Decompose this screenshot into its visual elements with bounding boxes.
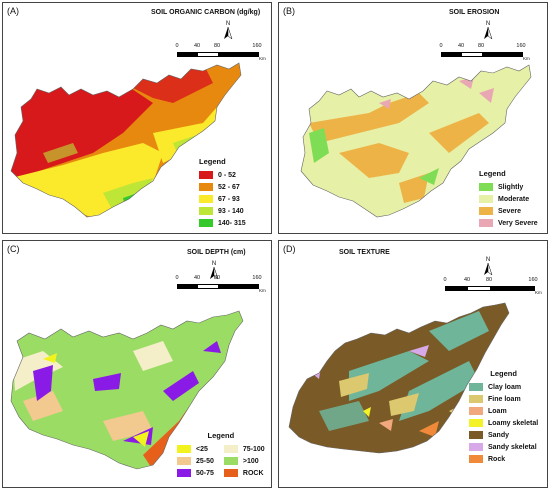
panel-label: (B): [283, 6, 295, 16]
scale-bar: 0 40 80 160 Km: [443, 277, 542, 295]
legend-item: >100: [223, 455, 265, 467]
panel-title: SOIL ORGANIC CARBON (dg/kg): [151, 9, 261, 16]
panel-title: SOIL TEXTURE: [339, 249, 390, 256]
legend-item: 25-50: [177, 455, 214, 467]
legend: Legend Clay loam Fine loam Loam Loamy sk…: [469, 369, 538, 465]
map-soil-texture: [288, 302, 510, 454]
north-arrow-icon: N: [207, 261, 221, 279]
scale-bar: 0 40 80 160 Km: [175, 275, 266, 293]
panel-soil-depth: (C) SOIL DEPTH (cm) N 0 40 80 160 Km Leg…: [2, 240, 272, 488]
legend: Legend <25 75-100 25-50 >100 50-75 ROCK: [177, 431, 265, 479]
north-arrow-icon: N: [481, 257, 495, 275]
legend-item: Loam: [469, 405, 538, 417]
legend-item: Fine loam: [469, 393, 538, 405]
map-soil-depth: [10, 310, 244, 470]
legend-title: Legend: [199, 157, 226, 166]
scale-bar: 0 40 80 160 Km: [175, 43, 266, 61]
panel-soil-erosion: (B) SOIL EROSION N 0 40 80 160 Km Legend…: [278, 2, 548, 234]
panel-soil-texture: (D) SOIL TEXTURE N 0 40 80 160 Km Legend…: [278, 240, 548, 488]
legend-item: Sandy: [469, 429, 538, 441]
scale-bar: 0 40 80 160 Km: [439, 43, 530, 61]
legend-item: 75-100: [223, 443, 265, 455]
legend-title: Legend: [490, 369, 517, 378]
map-soil-organic-carbon: [10, 62, 242, 218]
legend-item: Severe: [479, 205, 538, 217]
legend-item: 67 - 93: [199, 193, 246, 205]
legend-item: Sandy skeletal: [469, 441, 538, 453]
legend-item: Moderate: [479, 193, 538, 205]
legend-item: Rock: [469, 453, 538, 465]
legend-item: Clay loam: [469, 381, 538, 393]
legend-item: 52 - 67: [199, 181, 246, 193]
legend-item: Very Severe: [479, 217, 538, 229]
legend-item: 0 - 52: [199, 169, 246, 181]
legend: Legend 0 - 52 52 - 67 67 - 93 93 - 140 1…: [199, 157, 246, 229]
legend-item: 93 - 140: [199, 205, 246, 217]
panel-label: (A): [7, 6, 19, 16]
legend-item: <25: [177, 443, 214, 455]
north-arrow-icon: N: [481, 21, 495, 39]
legend-item: Slightly: [479, 181, 538, 193]
map-soil-erosion: [300, 64, 532, 218]
legend-item: ROCK: [223, 467, 265, 479]
panel-soil-organic-carbon: (A) SOIL ORGANIC CARBON (dg/kg) N 0 40 8…: [2, 2, 272, 234]
legend: Legend Slightly Moderate Severe Very Sev…: [479, 169, 538, 229]
legend-title: Legend: [207, 431, 235, 440]
panel-label: (D): [283, 244, 296, 254]
north-arrow-icon: N: [221, 21, 235, 39]
panel-title: SOIL EROSION: [449, 9, 500, 16]
legend-item: 140- 315: [199, 217, 246, 229]
legend-item: Loamy skeletal: [469, 417, 538, 429]
legend-title: Legend: [479, 169, 506, 178]
legend-item: 50-75: [177, 467, 214, 479]
panel-label: (C): [7, 244, 20, 254]
panel-title: SOIL DEPTH (cm): [187, 249, 246, 256]
